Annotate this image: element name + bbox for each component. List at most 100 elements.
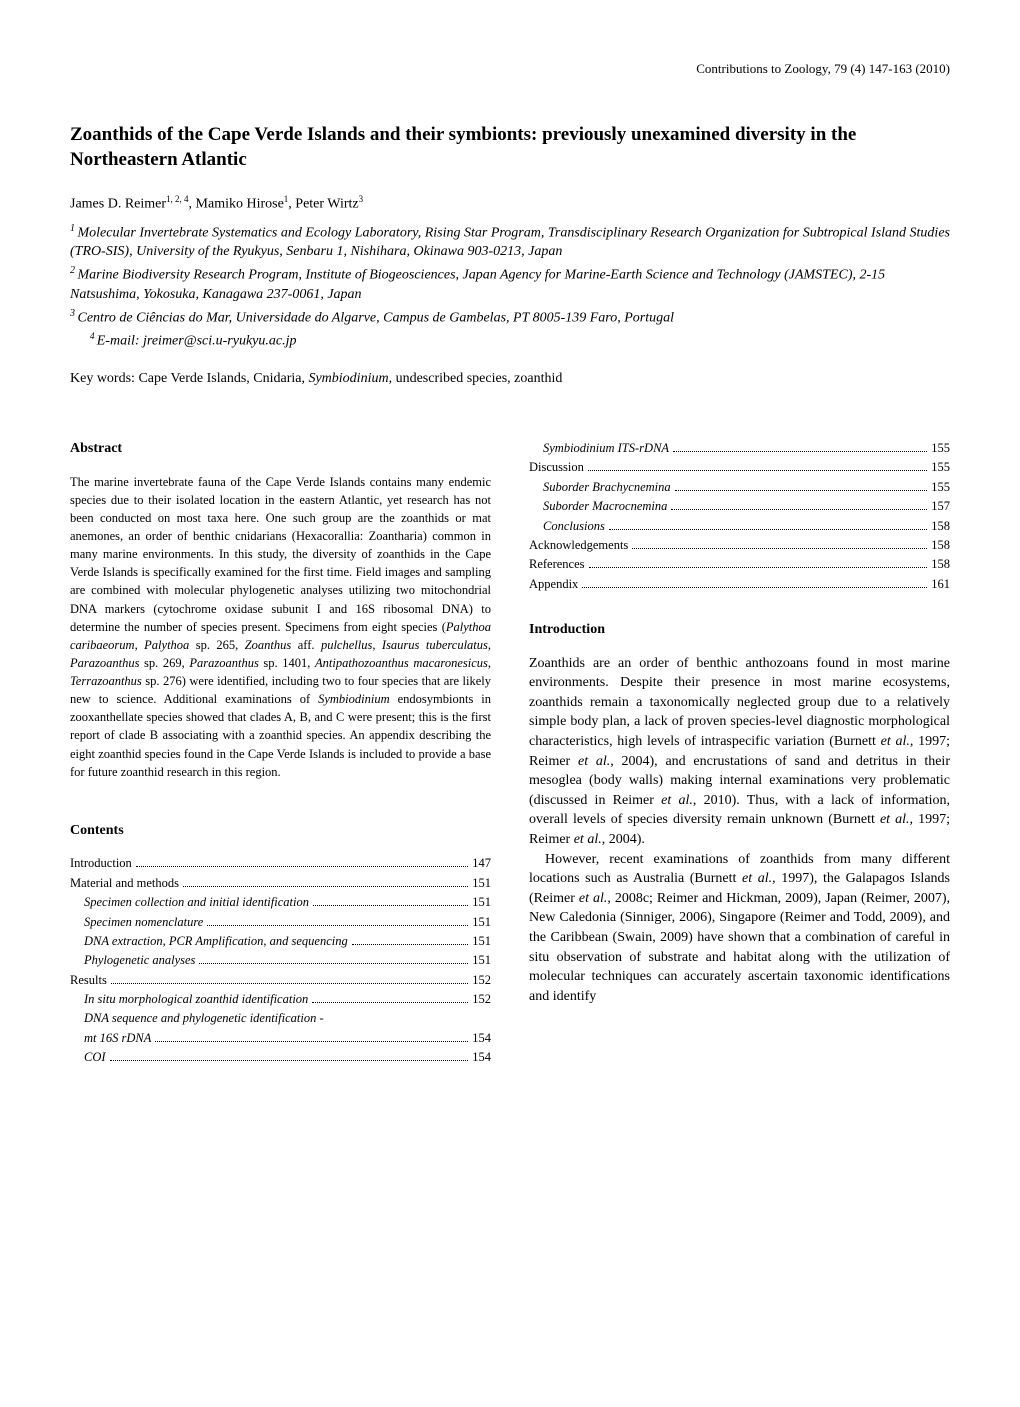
intro-p1-post: , 2004). <box>602 832 645 847</box>
contents-heading: Contents <box>70 821 491 841</box>
toc-leader-dots <box>673 451 927 452</box>
toc-label: Conclusions <box>543 517 605 536</box>
toc-page-number: 152 <box>472 990 491 1009</box>
toc-row: References158 <box>529 555 950 574</box>
abstract-species-5: Isaurus tuberculatus <box>382 638 488 652</box>
toc-page-number: 155 <box>931 458 950 477</box>
author-sep-1: , Mamiko Hirose <box>189 196 284 211</box>
intro-para-1: Zoanthids are an order of benthic anthoz… <box>529 654 950 850</box>
toc-leader-dots <box>582 587 927 588</box>
intro-p2-m2: , 2008c; Reimer and Hickman, 2009), Japa… <box>529 891 950 1004</box>
keywords-post: , undescribed species, zoanthid <box>389 371 563 386</box>
abstract-m6: sp. 269, <box>139 656 189 670</box>
toc-label: Specimen collection and initial identifi… <box>84 893 309 912</box>
left-column: Abstract The marine invertebrate fauna o… <box>70 439 491 1067</box>
toc-leader-dots <box>352 944 469 945</box>
toc-row: Results152 <box>70 971 491 990</box>
abstract-body: The marine invertebrate fauna of the Cap… <box>70 473 491 781</box>
toc-label: Appendix <box>529 575 578 594</box>
author-sep-2: , Peter Wirtz <box>288 196 358 211</box>
abstract-species-3: Zoanthus <box>245 638 292 652</box>
keywords-italic: Symbiodinium <box>308 371 388 386</box>
toc-row: mt 16S rDNA 154 <box>70 1029 491 1048</box>
abstract-m3: aff. <box>291 638 321 652</box>
toc-row: Symbiodinium ITS-rDNA 155 <box>529 439 950 458</box>
toc-label: Suborder Brachycnemina <box>543 478 671 497</box>
toc-leader-dots <box>136 866 468 867</box>
toc-leader-dots <box>312 1002 468 1003</box>
keywords-label: Key words: <box>70 371 138 386</box>
abstract-species-10: Symbiodinium <box>318 692 390 706</box>
toc-page-number: 155 <box>931 439 950 458</box>
affil-3-text: Centro de Ciências do Mar, Universidade … <box>78 310 675 325</box>
toc-label: Discussion <box>529 458 584 477</box>
toc-label: COI <box>84 1048 106 1067</box>
toc-label: Phylogenetic analyses <box>84 951 195 970</box>
intro-p1-it1: et al. <box>881 734 910 749</box>
abstract-m1: , <box>135 638 145 652</box>
toc-page-number: 161 <box>931 575 950 594</box>
toc-leader-dots <box>183 886 468 887</box>
toc-leader-dots <box>155 1041 468 1042</box>
toc-page-number: 158 <box>931 517 950 536</box>
abstract-species-9: Terrazoanthus <box>70 674 142 688</box>
toc-label: DNA sequence and phylogenetic identifica… <box>84 1009 324 1028</box>
toc-row: Specimen collection and initial identifi… <box>70 893 491 912</box>
intro-p1-it4: et al. <box>880 812 910 827</box>
toc-row: Discussion 155 <box>529 458 950 477</box>
intro-para-2: However, recent examinations of zoanthid… <box>529 850 950 1007</box>
toc-page-number: 147 <box>472 854 491 873</box>
toc-leader-dots <box>589 567 928 568</box>
toc-label: Introduction <box>70 854 132 873</box>
email-text: E-mail: jreimer@sci.u-ryukyu.ac.jp <box>97 334 297 349</box>
abstract-heading: Abstract <box>70 439 491 459</box>
intro-p1-it3: et al. <box>661 793 693 808</box>
toc-page-number: 154 <box>472 1029 491 1048</box>
toc-label: mt 16S rDNA <box>84 1029 151 1048</box>
toc-leader-dots <box>588 470 927 471</box>
article-title: Zoanthids of the Cape Verde Islands and … <box>70 123 950 172</box>
toc-leader-dots <box>675 490 928 491</box>
toc-page-number: 158 <box>931 555 950 574</box>
toc-leader-dots <box>632 548 927 549</box>
toc-row: Specimen nomenclature151 <box>70 913 491 932</box>
toc-row: Appendix 161 <box>529 575 950 594</box>
abstract-species-6: Parazoanthus <box>70 656 139 670</box>
toc-leader-dots <box>609 529 927 530</box>
introduction-body: Zoanthids are an order of benthic anthoz… <box>529 654 950 1007</box>
abstract-species-7: Parazoanthus <box>189 656 258 670</box>
intro-p1-it2: et al. <box>578 754 610 769</box>
keywords-pre: Cape Verde Islands, Cnidaria, <box>138 371 308 386</box>
toc-row: Acknowledgements158 <box>529 536 950 555</box>
affil-1-sup: 1 <box>70 223 78 234</box>
toc-label: Material and methods <box>70 874 179 893</box>
affiliation-2: 2 Marine Biodiversity Research Program, … <box>70 264 950 304</box>
abstract-m8: , <box>488 656 491 670</box>
author-1: James D. Reimer <box>70 196 166 211</box>
toc-page-number: 158 <box>931 536 950 555</box>
toc-page-number: 151 <box>472 932 491 951</box>
toc-label: Symbiodinium ITS-rDNA <box>543 439 669 458</box>
authors: James D. Reimer1, 2, 4, Mamiko Hirose1, … <box>70 193 950 214</box>
toc-right: Symbiodinium ITS-rDNA155Discussion155Sub… <box>529 439 950 594</box>
toc-row: DNA extraction, PCR Amplification, and s… <box>70 932 491 951</box>
right-column: Symbiodinium ITS-rDNA155Discussion155Sub… <box>529 439 950 1067</box>
author-3-sup: 3 <box>359 194 364 204</box>
toc-left: Introduction147Material and methods151Sp… <box>70 854 491 1067</box>
intro-p2-it2: et al. <box>579 891 607 906</box>
toc-row: In situ morphological zoanthid identific… <box>70 990 491 1009</box>
affil-1-text: Molecular Invertebrate Systematics and E… <box>70 225 950 259</box>
toc-label: DNA extraction, PCR Amplification, and s… <box>84 932 348 951</box>
toc-page-number: 151 <box>472 893 491 912</box>
abstract-species-2: Palythoa <box>144 638 189 652</box>
affiliation-3: 3 Centro de Ciências do Mar, Universidad… <box>70 307 950 329</box>
toc-label: Results <box>70 971 107 990</box>
toc-row: DNA sequence and phylogenetic identifica… <box>70 1009 491 1028</box>
corresponding-email: 4 E-mail: jreimer@sci.u-ryukyu.ac.jp <box>70 330 950 351</box>
toc-row: Phylogenetic analyses151 <box>70 951 491 970</box>
journal-header: Contributions to Zoology, 79 (4) 147-163… <box>70 60 950 78</box>
toc-row: Suborder Brachycnemina155 <box>529 478 950 497</box>
toc-leader-dots <box>199 963 468 964</box>
keywords-line: Key words: Cape Verde Islands, Cnidaria,… <box>70 369 950 389</box>
abstract-species-8: Antipathozoanthus macaronesicus <box>315 656 488 670</box>
